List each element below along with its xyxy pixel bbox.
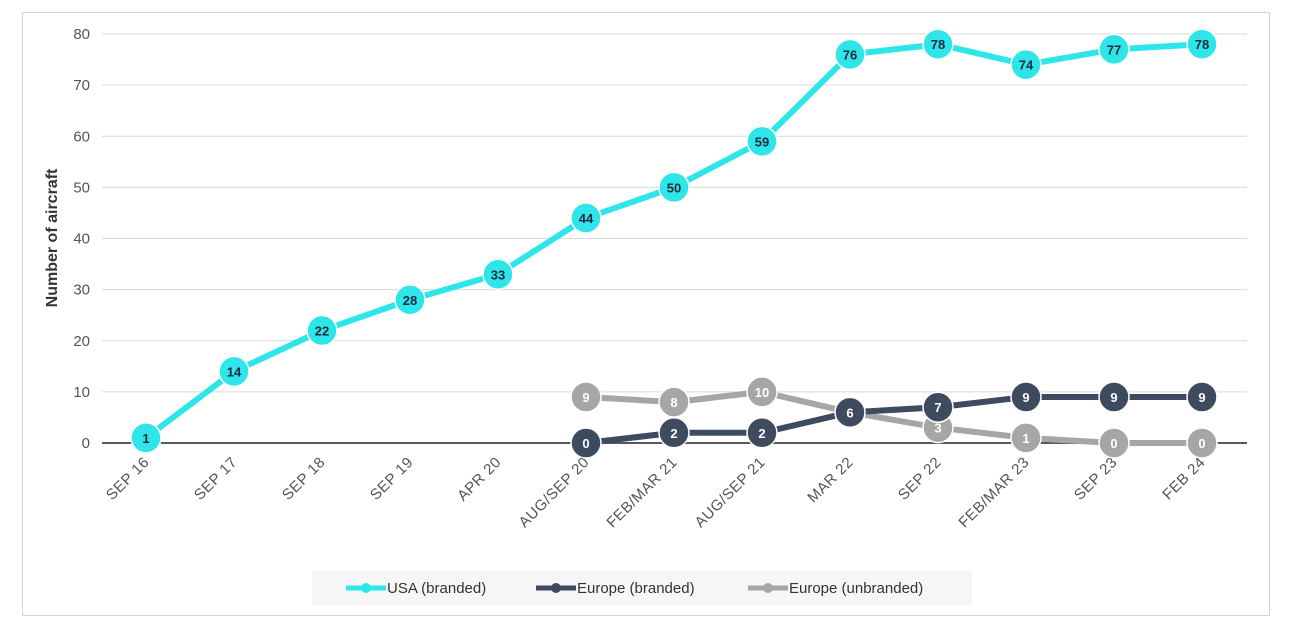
data-label: 50 xyxy=(667,180,681,195)
data-point xyxy=(570,202,602,234)
data-point xyxy=(922,391,954,423)
legend-item-europe-branded: Europe (branded) xyxy=(536,580,695,597)
x-tick-label: SEP 16 xyxy=(103,454,153,504)
y-tick-label: 30 xyxy=(73,282,90,299)
legend-swatch-marker xyxy=(763,583,773,593)
data-label: 2 xyxy=(758,426,765,441)
data-label: 10 xyxy=(755,385,769,400)
data-label: 0 xyxy=(1110,436,1117,451)
data-point xyxy=(746,125,778,158)
data-label: 22 xyxy=(315,324,329,339)
data-label: 77 xyxy=(1107,42,1121,57)
data-label: 1 xyxy=(1022,431,1029,446)
legend: USA (branded) Europe (branded) Europe (unb… xyxy=(312,570,972,606)
x-tick-label: SEP 23 xyxy=(1071,454,1121,504)
y-tick-label: 20 xyxy=(73,333,90,350)
x-tick-label: FEB/MAR 21 xyxy=(603,454,680,531)
x-tick-label: FEB/MAR 23 xyxy=(955,454,1032,531)
data-label: 9 xyxy=(1198,390,1205,405)
data-label: 76 xyxy=(843,47,857,62)
legend-item-usa-branded: USA (branded) xyxy=(346,580,486,597)
data-point xyxy=(570,427,602,459)
series-europe-branded: 0 2 2 6 7 9 9 9 xyxy=(570,381,1218,459)
x-tick-label: SEP 18 xyxy=(279,454,329,504)
series-line xyxy=(144,41,1203,441)
data-label: 44 xyxy=(579,211,594,226)
data-label: 28 xyxy=(403,293,417,308)
x-tick-label: SEP 17 xyxy=(191,454,241,504)
data-label: 0 xyxy=(582,436,589,451)
data-label: 7 xyxy=(934,400,941,415)
data-point xyxy=(658,171,690,204)
legend-label: USA (branded) xyxy=(387,580,486,597)
x-tick-label: APR 20 xyxy=(454,454,505,505)
data-point xyxy=(570,381,602,413)
y-tick-label: 40 xyxy=(73,231,90,248)
data-label: 9 xyxy=(582,390,589,405)
y-tick-label: 0 xyxy=(82,435,90,452)
data-point xyxy=(1186,28,1218,60)
data-label: 14 xyxy=(227,364,242,379)
data-point xyxy=(658,417,690,449)
data-point xyxy=(482,258,514,291)
x-tick-label: SEP 22 xyxy=(895,454,945,504)
data-point xyxy=(834,396,866,429)
data-point xyxy=(1186,381,1218,413)
data-point xyxy=(1010,48,1042,81)
data-label: 9 xyxy=(1022,390,1029,405)
data-label: 74 xyxy=(1019,58,1034,73)
legend-label: Europe (branded) xyxy=(577,580,695,597)
data-point xyxy=(834,38,866,71)
legend-swatch-marker xyxy=(551,583,561,593)
legend-swatch-marker xyxy=(361,583,371,593)
y-tick-label: 70 xyxy=(73,77,90,94)
data-label: 8 xyxy=(670,395,677,410)
data-point xyxy=(306,314,338,347)
data-point xyxy=(1098,33,1130,66)
data-label: 59 xyxy=(755,134,769,149)
data-label: 78 xyxy=(1195,37,1209,52)
y-axis-ticks: 0 10 20 30 40 50 60 70 80 xyxy=(73,26,90,452)
data-point xyxy=(746,417,778,449)
y-tick-label: 60 xyxy=(73,128,90,145)
data-label: 78 xyxy=(931,37,945,52)
legend-label: Europe (unbranded) xyxy=(789,580,923,597)
x-tick-label: AUG/SEP 21 xyxy=(692,454,769,531)
data-point xyxy=(218,355,250,388)
data-point xyxy=(130,422,162,454)
data-label: 33 xyxy=(491,267,505,282)
gridlines xyxy=(102,33,1247,444)
series-layer: 9810631000226799911422283344505976787477… xyxy=(130,28,1218,459)
y-axis-label: Number of aircraft xyxy=(44,168,61,307)
x-tick-label: FEB 24 xyxy=(1159,454,1209,504)
x-axis-ticks: SEP 16 SEP 17 SEP 18 SEP 19 APR 20 AUG/SEP 20… xyxy=(103,454,1209,531)
data-point xyxy=(1010,381,1042,413)
x-tick-label: SEP 19 xyxy=(367,454,417,504)
legend-background xyxy=(312,570,972,606)
y-tick-label: 80 xyxy=(73,26,90,43)
chart-frame xyxy=(22,12,1270,616)
x-tick-label: MAR 22 xyxy=(804,454,856,506)
data-point xyxy=(1098,427,1130,459)
data-label: 9 xyxy=(1110,390,1117,405)
data-point xyxy=(1186,427,1218,459)
data-point xyxy=(1098,381,1130,413)
y-tick-label: 10 xyxy=(73,384,90,401)
legend-item-europe-unbranded: Europe (unbranded) xyxy=(748,580,923,597)
data-point xyxy=(922,28,954,60)
x-tick-label: AUG/SEP 20 xyxy=(516,454,593,531)
data-point xyxy=(1010,422,1042,454)
data-label: 0 xyxy=(1198,436,1205,451)
data-point xyxy=(746,376,778,408)
data-point xyxy=(394,284,426,316)
y-tick-label: 50 xyxy=(73,179,90,196)
data-label: 1 xyxy=(142,431,149,446)
data-label: 3 xyxy=(934,421,941,436)
data-label: 6 xyxy=(846,405,853,420)
data-label: 2 xyxy=(670,426,677,441)
